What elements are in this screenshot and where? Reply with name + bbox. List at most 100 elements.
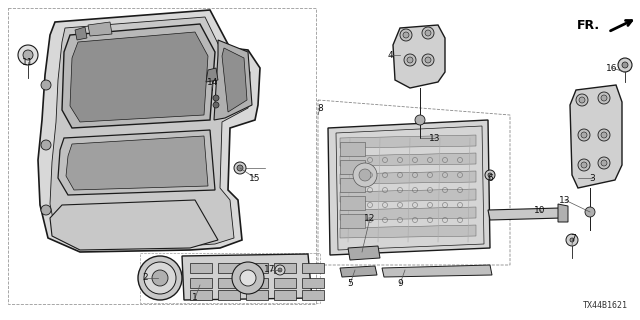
Circle shape (234, 162, 246, 174)
Circle shape (485, 170, 495, 180)
Text: 3: 3 (589, 173, 595, 182)
Text: 14: 14 (207, 77, 219, 86)
Circle shape (237, 165, 243, 171)
Polygon shape (340, 225, 476, 238)
Polygon shape (88, 22, 112, 36)
Bar (190, 278, 212, 288)
Polygon shape (382, 265, 492, 277)
Polygon shape (75, 27, 87, 40)
Circle shape (601, 132, 607, 138)
Circle shape (622, 62, 628, 68)
Bar (340, 214, 365, 228)
Polygon shape (58, 130, 215, 195)
Circle shape (275, 265, 285, 275)
Circle shape (18, 45, 38, 65)
Bar (302, 290, 324, 300)
Circle shape (404, 54, 416, 66)
Polygon shape (393, 25, 445, 88)
Circle shape (425, 57, 431, 63)
Text: 7: 7 (570, 234, 576, 243)
Circle shape (407, 57, 413, 63)
Text: 9: 9 (397, 279, 403, 289)
Bar (274, 263, 296, 273)
Polygon shape (570, 85, 622, 188)
Circle shape (359, 169, 371, 181)
Circle shape (232, 262, 264, 294)
Circle shape (601, 95, 607, 101)
Text: 15: 15 (249, 173, 260, 182)
Text: 17: 17 (264, 266, 276, 275)
Bar (302, 278, 324, 288)
Circle shape (585, 207, 595, 217)
Bar (246, 278, 268, 288)
Circle shape (240, 270, 256, 286)
Polygon shape (62, 24, 215, 128)
Text: 13: 13 (429, 133, 441, 142)
Text: FR.: FR. (577, 19, 600, 31)
Bar (302, 263, 324, 273)
Polygon shape (214, 40, 252, 120)
Circle shape (41, 205, 51, 215)
Polygon shape (348, 246, 380, 260)
Text: 11: 11 (22, 58, 34, 67)
Bar (340, 196, 365, 210)
Circle shape (353, 163, 377, 187)
Bar (190, 290, 212, 300)
Text: 1: 1 (192, 293, 198, 302)
Polygon shape (50, 200, 218, 250)
Circle shape (579, 97, 585, 103)
Circle shape (23, 50, 33, 60)
Circle shape (598, 129, 610, 141)
Circle shape (578, 159, 590, 171)
Polygon shape (340, 207, 476, 220)
Bar (218, 290, 240, 300)
Circle shape (422, 27, 434, 39)
Bar (8, 8, 316, 304)
Polygon shape (340, 189, 476, 202)
Circle shape (566, 234, 578, 246)
Polygon shape (558, 204, 568, 222)
Bar (274, 290, 296, 300)
Circle shape (144, 262, 176, 294)
Polygon shape (340, 266, 377, 277)
Circle shape (598, 157, 610, 169)
Polygon shape (70, 32, 208, 122)
Polygon shape (182, 254, 312, 300)
Circle shape (581, 132, 587, 138)
Bar (218, 278, 240, 288)
Circle shape (598, 92, 610, 104)
Circle shape (400, 29, 412, 41)
Circle shape (41, 80, 51, 90)
Polygon shape (328, 120, 490, 255)
Bar (190, 263, 212, 273)
Polygon shape (222, 48, 247, 112)
Circle shape (488, 173, 492, 177)
Circle shape (570, 238, 574, 242)
Circle shape (278, 268, 282, 272)
Polygon shape (50, 17, 250, 246)
Circle shape (576, 94, 588, 106)
Circle shape (425, 30, 431, 36)
Bar (246, 290, 268, 300)
Circle shape (152, 270, 168, 286)
Bar (340, 142, 365, 156)
Circle shape (415, 115, 425, 125)
Text: 12: 12 (364, 213, 376, 222)
Text: 8: 8 (317, 103, 323, 113)
Circle shape (213, 102, 219, 108)
Polygon shape (38, 10, 260, 252)
Bar (340, 160, 365, 174)
Text: TX44B1621: TX44B1621 (583, 301, 628, 310)
Text: 2: 2 (142, 274, 148, 283)
Polygon shape (206, 68, 218, 82)
Circle shape (138, 256, 182, 300)
Bar (140, 253, 320, 303)
Bar (218, 263, 240, 273)
Circle shape (403, 32, 409, 38)
Circle shape (578, 129, 590, 141)
Polygon shape (66, 136, 208, 190)
Text: 5: 5 (347, 279, 353, 289)
Bar (274, 278, 296, 288)
Circle shape (601, 160, 607, 166)
Polygon shape (340, 171, 476, 184)
